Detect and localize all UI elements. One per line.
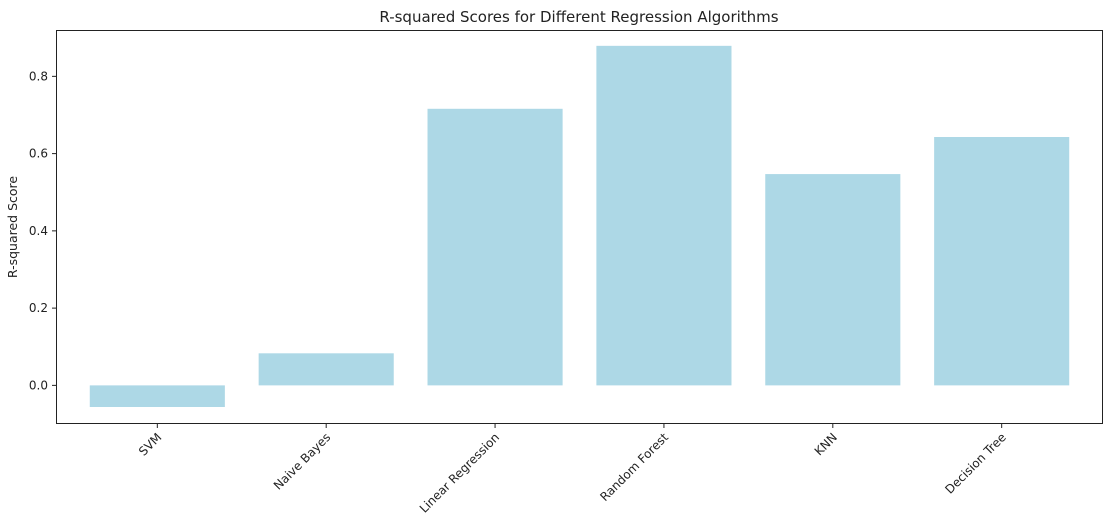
x-tick-label: Random Forest [597, 430, 671, 504]
x-tick-label: Linear Regression [417, 430, 502, 515]
x-tick-label: SVM [136, 430, 164, 458]
y-tick-label: 0.8 [29, 69, 48, 83]
bar-svm [89, 385, 225, 408]
x-tick-label: Naive Bayes [271, 430, 333, 492]
bars-layer [89, 45, 1070, 408]
chart-title: R-squared Scores for Different Regressio… [379, 8, 778, 26]
y-tick-label: 0.2 [29, 301, 48, 315]
x-tick-label: KNN [812, 430, 840, 458]
y-axis-label: R-squared Score [5, 176, 20, 279]
bar-decision-tree [934, 136, 1070, 386]
bar-linear-regression [427, 108, 563, 386]
x-tick-label: Decision Tree [942, 430, 1008, 496]
y-tick-label: 0.6 [29, 147, 48, 161]
bar-random-forest [596, 45, 732, 386]
plot-frame [56, 30, 1103, 424]
y-tick-label: 0.0 [29, 378, 48, 392]
bar-naive-bayes [258, 353, 394, 386]
bar-knn [765, 174, 901, 386]
y-tick-label: 0.4 [29, 224, 48, 238]
